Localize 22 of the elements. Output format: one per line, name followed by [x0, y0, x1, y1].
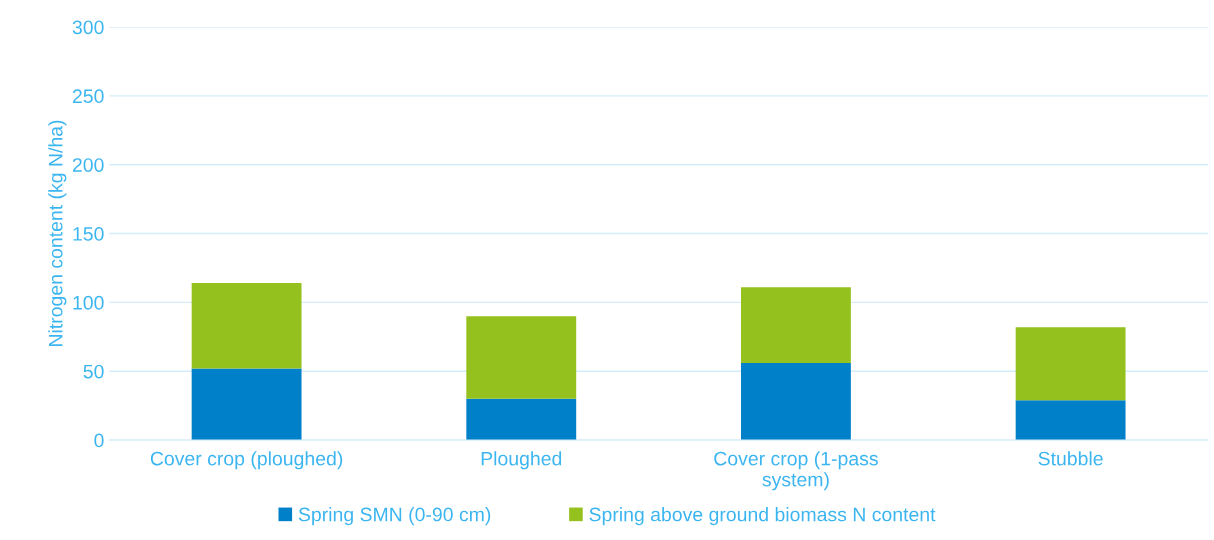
- x-tick-label: Stubble: [1038, 451, 1103, 466]
- x-tick-label: Cover crop (1-pass system): [714, 451, 878, 491]
- bar: [466, 398, 577, 441]
- y-tick-label: 0: [94, 433, 104, 448]
- y-tick-label: 50: [83, 364, 104, 379]
- y-tick-label: 200: [72, 158, 104, 172]
- bar: [1015, 327, 1126, 401]
- y-tick-label: 250: [72, 89, 104, 104]
- x-tick-label: Cover crop (ploughed): [150, 451, 343, 470]
- bar: [741, 362, 851, 441]
- x-tick-label: Ploughed: [481, 451, 562, 470]
- bar: [466, 316, 577, 399]
- y-axis-title: Nitrogen content (kg N/ha): [48, 120, 67, 346]
- y-tick-label: 150: [73, 227, 104, 241]
- legend-label: Spring SMN (0-90 cm): [298, 507, 491, 526]
- bar: [191, 368, 302, 441]
- y-tick-label: 300: [72, 20, 104, 35]
- bar: [191, 283, 302, 369]
- bar: [1015, 400, 1126, 441]
- bar: [741, 287, 851, 363]
- legend-label: Spring above ground biomass N content: [589, 507, 936, 526]
- y-tick-label: 100: [73, 295, 104, 310]
